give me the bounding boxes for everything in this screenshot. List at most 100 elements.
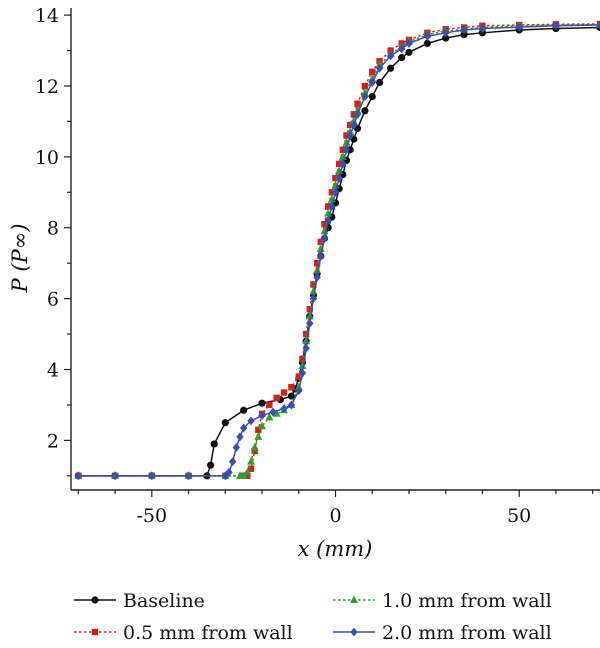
data-point (361, 92, 369, 102)
data-point (306, 319, 314, 328)
x-axis: -50 0 50 (71, 489, 600, 527)
series-line (78, 23, 600, 477)
data-point (354, 100, 361, 107)
data-point (287, 400, 296, 410)
data-point (515, 22, 523, 32)
data-point (387, 64, 395, 72)
data-point (309, 294, 318, 304)
y-tick-label: 12 (35, 76, 59, 98)
data-point (313, 272, 321, 282)
data-point (398, 54, 406, 62)
data-point (405, 39, 413, 48)
data-point (250, 443, 259, 451)
series-4 (74, 20, 600, 481)
data-point (210, 440, 218, 448)
legend-marker (91, 628, 99, 636)
data-point (258, 421, 266, 430)
data-point (369, 68, 376, 75)
data-point (397, 44, 406, 54)
data-point (221, 419, 229, 427)
data-point (375, 63, 384, 73)
legend-marker (350, 627, 358, 637)
data-point (295, 386, 303, 396)
data-point (225, 467, 233, 477)
legend-marker (91, 596, 99, 604)
data-point (423, 39, 431, 48)
legend-label: 0.5 mm from wall (123, 622, 293, 644)
y-axis: 2 4 6 8 10 12 14 (35, 5, 72, 490)
data-point (254, 432, 263, 440)
data-point (320, 233, 329, 243)
series-line (78, 24, 600, 477)
y-tick-label: 4 (47, 360, 59, 382)
data-point (247, 416, 255, 426)
data-point (324, 216, 332, 226)
data-point (287, 392, 296, 400)
data-point (350, 120, 358, 130)
x-tick-label: 0 (329, 505, 341, 527)
data-point (339, 159, 347, 169)
legend-label: 2.0 mm from wall (382, 622, 552, 644)
data-point (478, 24, 487, 33)
legend-entry: Baseline (74, 590, 205, 612)
data-point (375, 78, 384, 87)
data-point (258, 411, 266, 420)
data-point (236, 432, 244, 442)
data-point (405, 48, 413, 56)
legend-entry: 0.5 mm from wall (74, 622, 293, 644)
data-point (368, 93, 376, 101)
data-point (342, 145, 351, 155)
data-point (596, 20, 600, 30)
data-point (353, 109, 362, 119)
series-layer (74, 20, 600, 481)
data-point (331, 187, 340, 197)
data-point (335, 173, 343, 183)
data-point (232, 443, 241, 452)
data-point (423, 31, 432, 41)
data-point (266, 401, 273, 409)
y-tick-label: 6 (47, 289, 59, 311)
series-line (78, 23, 600, 477)
data-point (368, 78, 376, 87)
x-tick-label: 50 (507, 505, 531, 527)
data-point (184, 471, 193, 481)
y-tick-label: 10 (35, 147, 59, 169)
data-point (328, 202, 336, 211)
data-point (298, 368, 307, 378)
legend-entry: 2.0 mm from wall (333, 622, 552, 644)
data-point (247, 457, 255, 465)
data-point (239, 471, 248, 479)
data-point (288, 384, 295, 391)
data-point (302, 343, 310, 353)
data-point (228, 457, 237, 467)
data-point (386, 51, 395, 61)
y-axis-label: P (P∞) (8, 224, 32, 294)
data-point (346, 131, 354, 141)
data-point (111, 471, 119, 481)
legend: Baseline 0.5 mm from wall 1.0 mm from wall… (74, 590, 552, 644)
legend-label: Baseline (123, 590, 205, 612)
data-point (239, 423, 248, 433)
data-point (280, 389, 288, 396)
legend-label: 1.0 mm from wall (382, 590, 552, 612)
data-point (441, 28, 450, 38)
data-point (460, 25, 468, 35)
y-tick-label: 8 (47, 218, 59, 240)
series-line (78, 26, 600, 477)
series-3 (74, 20, 600, 479)
y-tick-label: 14 (35, 5, 59, 27)
data-point (148, 471, 156, 481)
data-point (552, 21, 560, 31)
data-point (206, 461, 215, 469)
data-point (243, 467, 252, 476)
data-point (361, 107, 369, 115)
data-point (280, 404, 288, 413)
series-1 (74, 23, 600, 480)
data-point (74, 471, 83, 481)
y-tick-label: 2 (47, 430, 59, 452)
data-point (317, 251, 325, 261)
legend-entry: 1.0 mm from wall (333, 590, 552, 612)
x-tick-label: -50 (137, 505, 168, 527)
data-point (273, 394, 280, 402)
